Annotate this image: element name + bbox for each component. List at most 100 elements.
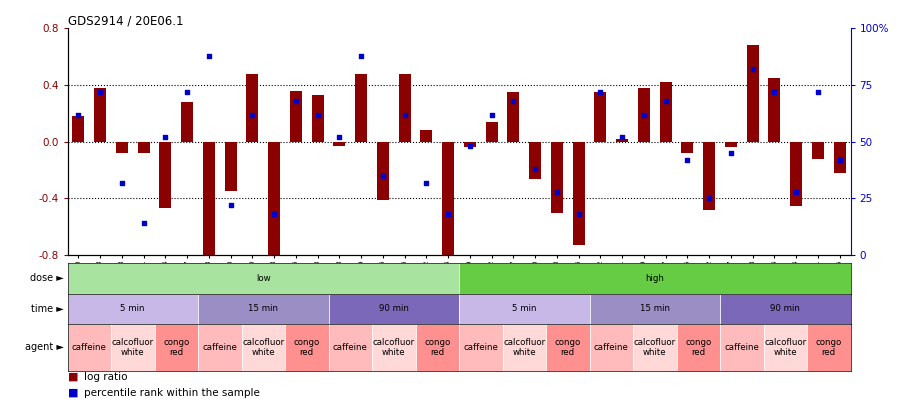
Text: caffeine: caffeine [72,343,107,352]
Bar [551,142,562,213]
Text: caffeine: caffeine [464,343,499,352]
Text: congo
red: congo red [424,338,450,357]
Text: caffeine: caffeine [724,343,760,352]
Bar [420,130,432,142]
Point [158,134,173,141]
Point [289,98,303,104]
Point [789,188,804,195]
Bar [116,142,128,153]
Bar [720,294,850,324]
Text: time ►: time ► [31,304,64,314]
Bar [198,294,328,324]
Bar [464,142,476,147]
Bar [833,142,846,173]
Text: calcofluor
white: calcofluor white [634,338,676,357]
Point [310,111,325,118]
Point [484,111,499,118]
Point [593,89,608,95]
Point [354,52,368,59]
Point [332,134,347,141]
Text: congo
red: congo red [554,338,580,357]
Bar [590,324,633,371]
Bar [138,142,149,153]
Point [636,111,651,118]
Point [745,66,760,72]
Bar [724,142,737,147]
Text: 5 min: 5 min [512,304,536,313]
Bar [202,142,215,258]
Text: 90 min: 90 min [379,304,409,313]
Text: GDS2914 / 20E06.1: GDS2914 / 20E06.1 [68,14,183,27]
Bar [268,142,280,258]
Bar [572,142,585,245]
Point [767,89,781,95]
Point [528,166,543,172]
Point [572,211,586,217]
Text: high: high [645,274,664,283]
Point [811,89,825,95]
Bar [399,74,410,142]
Bar [508,92,519,142]
Text: percentile rank within the sample: percentile rank within the sample [84,388,259,398]
Bar [285,324,328,371]
Bar [72,116,85,142]
Bar [703,142,716,210]
Bar [356,74,367,142]
Text: caffeine: caffeine [202,343,238,352]
Bar [638,88,650,142]
Point [615,134,629,141]
Bar [763,324,807,371]
Bar [68,294,198,324]
Bar [502,324,546,371]
Bar [590,294,720,324]
Point [245,111,259,118]
Bar [486,122,498,142]
Text: congo
red: congo red [685,338,711,357]
Text: ■: ■ [68,372,78,382]
Text: ■: ■ [68,388,78,398]
Bar [372,324,416,371]
Bar [633,324,677,371]
Bar [377,142,389,200]
Bar [677,324,720,371]
Bar [247,74,258,142]
Bar [790,142,802,205]
Text: caffeine: caffeine [594,343,629,352]
Bar [660,82,671,142]
Text: log ratio: log ratio [84,372,127,382]
Bar [328,294,459,324]
Text: caffeine: caffeine [333,343,368,352]
Point [180,89,194,95]
Text: 15 min: 15 min [640,304,670,313]
Text: congo
red: congo red [163,338,189,357]
Point [680,157,695,163]
Bar [333,142,346,146]
Point [202,52,216,59]
Bar [159,142,171,208]
Text: calcofluor
white: calcofluor white [373,338,415,357]
Point [724,150,738,156]
Bar [94,88,106,142]
Text: 90 min: 90 min [770,304,800,313]
Bar [181,102,194,142]
Bar [225,142,237,191]
Bar [311,95,324,142]
Point [375,173,390,179]
Text: calcofluor
white: calcofluor white [112,338,154,357]
Bar [812,142,824,159]
Text: 5 min: 5 min [121,304,145,313]
Bar [68,263,459,294]
Point [93,89,107,95]
Bar [681,142,693,153]
Bar [68,324,111,371]
Point [223,202,238,209]
Text: calcofluor
white: calcofluor white [503,338,545,357]
Text: calcofluor
white: calcofluor white [242,338,284,357]
Bar [155,324,198,371]
Text: 15 min: 15 min [248,304,278,313]
Bar [111,324,155,371]
Text: dose ►: dose ► [30,273,64,283]
Point [463,143,477,149]
Text: congo
red: congo red [815,338,842,357]
Bar [529,142,541,179]
